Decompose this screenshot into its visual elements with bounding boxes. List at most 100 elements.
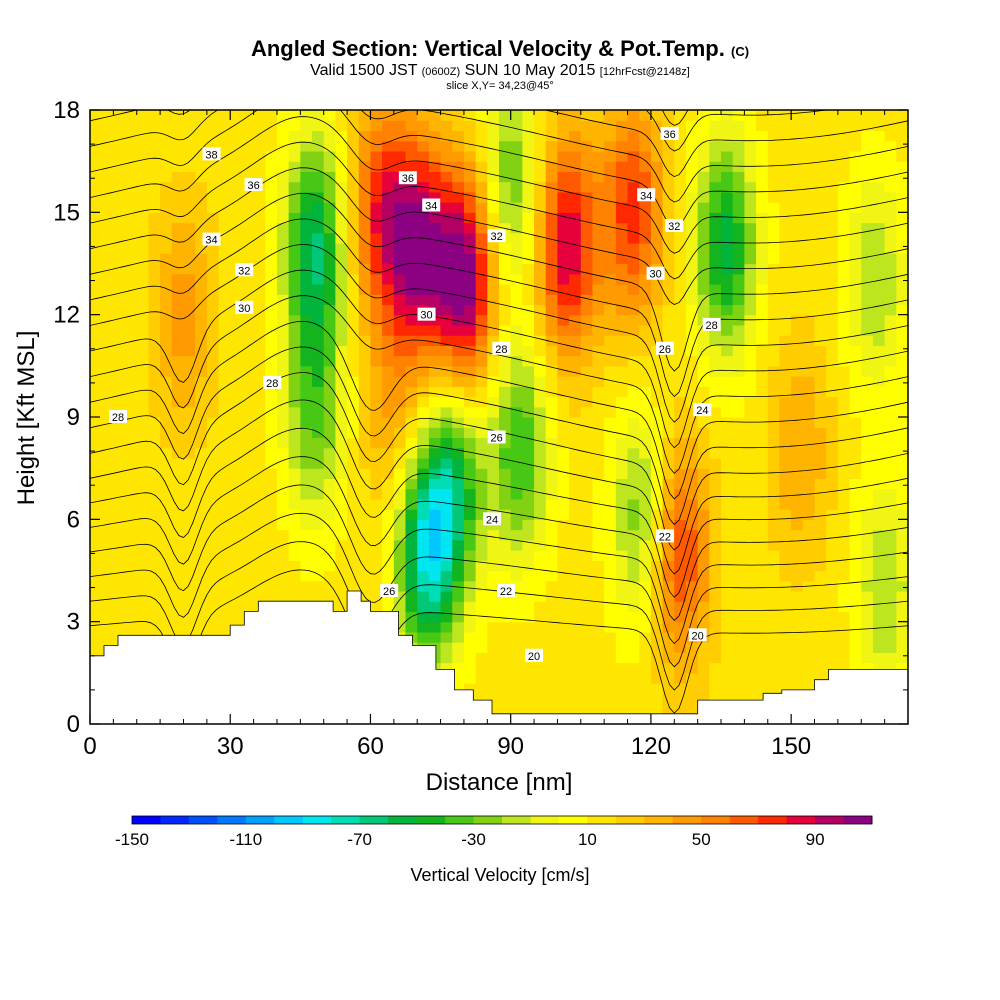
contour-label-bg [380, 583, 399, 597]
velocity-cell [417, 273, 430, 285]
velocity-cell [826, 611, 839, 623]
velocity-cell [358, 212, 372, 224]
velocity-cell [650, 161, 664, 172]
velocity-cell [744, 437, 757, 449]
velocity-cell [545, 498, 559, 510]
velocity-cell [896, 181, 908, 193]
velocity-cell [767, 396, 781, 408]
velocity-cell [113, 335, 126, 346]
velocity-cell [288, 181, 301, 193]
velocity-cell [826, 263, 839, 275]
velocity-cell [674, 294, 687, 306]
contour-label-bg [497, 583, 516, 597]
velocity-cell [136, 519, 150, 531]
velocity-cell [837, 560, 851, 572]
velocity-cell [662, 662, 675, 674]
velocity-cell [358, 427, 372, 439]
velocity-cell [510, 140, 523, 152]
velocity-cell [510, 396, 523, 408]
velocity-cell [802, 365, 816, 377]
velocity-cell [125, 427, 138, 439]
velocity-cell [113, 478, 126, 490]
velocity-cell [405, 386, 418, 398]
velocity-cell [463, 631, 477, 643]
velocity-cell [206, 191, 220, 203]
velocity-cell [265, 468, 278, 479]
velocity-cell [861, 580, 874, 592]
pot-temp-isoline [645, 110, 830, 152]
velocity-cell [872, 161, 886, 172]
velocity-cell [615, 304, 629, 316]
velocity-cell [557, 386, 570, 398]
velocity-cell [195, 376, 208, 387]
velocity-cell [721, 150, 734, 162]
velocity-cell [569, 529, 582, 541]
velocity-cell [487, 355, 500, 367]
velocity-cell [557, 478, 570, 490]
velocity-cell [721, 570, 734, 582]
velocity-cell [382, 120, 395, 132]
velocity-cell [861, 273, 874, 285]
velocity-cell [615, 437, 629, 449]
velocity-cell [779, 672, 792, 684]
velocity-cell [639, 120, 652, 132]
velocity-cell [791, 652, 804, 664]
velocity-cell [779, 406, 792, 418]
velocity-cell [627, 283, 640, 295]
velocity-cell [417, 621, 430, 633]
velocity-cell [335, 304, 348, 316]
velocity-cell [358, 171, 372, 183]
velocity-cell [288, 590, 301, 602]
velocity-cell [452, 519, 465, 531]
velocity-cell [288, 447, 301, 459]
velocity-cell [101, 570, 114, 582]
velocity-cell [849, 447, 862, 459]
contour-label-bg [660, 126, 679, 140]
velocity-cell [791, 468, 804, 479]
velocity-cell [393, 580, 407, 592]
velocity-cell [569, 662, 582, 674]
velocity-cell [779, 263, 792, 275]
velocity-cell [300, 406, 313, 418]
velocity-cell [767, 253, 781, 265]
velocity-cell [417, 324, 430, 336]
velocity-cell [569, 110, 582, 121]
velocity-cell [195, 335, 208, 346]
velocity-cell [101, 396, 114, 408]
velocity-cell [300, 222, 313, 234]
velocity-cell [779, 120, 792, 132]
velocity-cell [347, 580, 360, 592]
velocity-cell [148, 212, 161, 224]
velocity-cell [475, 662, 488, 674]
velocity-cell [428, 478, 442, 490]
colorbar-title: Vertical Velocity [cm/s] [410, 865, 589, 885]
velocity-cell [276, 386, 290, 398]
velocity-cell [428, 417, 442, 428]
velocity-cell [837, 120, 851, 132]
velocity-cell [125, 283, 138, 295]
velocity-cell [358, 191, 372, 203]
velocity-cell [510, 345, 523, 357]
contour-label-bg [665, 218, 684, 232]
velocity-cell [580, 488, 594, 500]
velocity-cell [650, 335, 664, 346]
velocity-cell [756, 601, 769, 613]
velocity-cell [662, 611, 675, 623]
velocity-cell [697, 539, 710, 551]
velocity-cell [382, 110, 395, 121]
velocity-cell [814, 601, 827, 613]
velocity-cell [393, 447, 407, 459]
velocity-cell [534, 243, 547, 254]
velocity-cell [814, 365, 827, 377]
velocity-cell [791, 478, 804, 490]
velocity-cell [522, 222, 535, 234]
velocity-cell [475, 621, 488, 633]
velocity-cell [393, 120, 407, 132]
velocity-cell [557, 683, 570, 694]
velocity-cell [136, 498, 150, 510]
velocity-cell [732, 631, 745, 643]
contour-label: 28 [702, 317, 721, 332]
velocity-cell [323, 324, 336, 336]
velocity-cell [580, 509, 594, 520]
velocity-cell [452, 652, 465, 664]
